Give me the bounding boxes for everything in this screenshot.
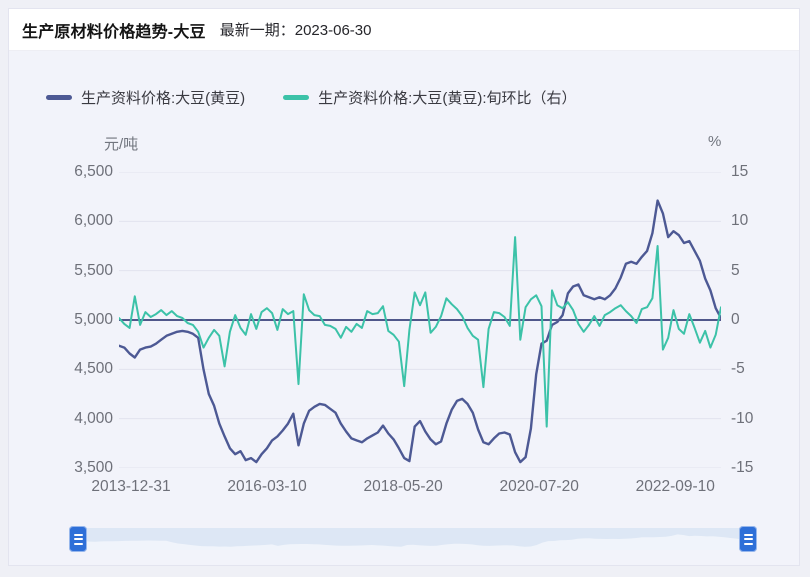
x-axis-tick-label: 2020-07-20 bbox=[499, 478, 579, 495]
legend-item-price[interactable]: 生产资料价格:大豆(黄豆) bbox=[46, 87, 245, 108]
price-line-swatch bbox=[46, 95, 72, 100]
axis-tick-label: 15 bbox=[731, 163, 749, 180]
grip-lines-icon bbox=[73, 533, 83, 536]
plot-area[interactable] bbox=[117, 171, 723, 469]
chart-legend: 生产资料价格:大豆(黄豆) 生产资料价格:大豆(黄豆):旬环比（右） bbox=[46, 87, 577, 108]
x-axis-tick-label: 2022-09-10 bbox=[635, 478, 715, 495]
latest-period-date: 2023-06-30 bbox=[294, 22, 372, 39]
right-axis-unit: % bbox=[708, 133, 722, 150]
datazoom-slider bbox=[69, 526, 757, 552]
grip-lines-icon bbox=[73, 542, 83, 545]
chart-card: 生产原材料价格趋势-大豆 最新一期：2023-06-30 生产资料价格:大豆(黄… bbox=[8, 8, 800, 566]
left-axis-unit: 元/吨 bbox=[104, 136, 139, 153]
latest-period-label: 最新一期： bbox=[219, 22, 295, 39]
card-header: 生产原材料价格趋势-大豆 最新一期：2023-06-30 bbox=[9, 9, 799, 51]
axis-tick-label: 4,000 bbox=[74, 409, 113, 427]
axis-tick-label: 0 bbox=[731, 311, 740, 328]
grip-lines-icon bbox=[743, 542, 753, 545]
axis-tick-label: -10 bbox=[731, 409, 754, 427]
axis-tick-label: 10 bbox=[731, 212, 749, 230]
page-title: 生产原材料价格趋势-大豆 bbox=[22, 23, 206, 41]
axis-tick-label: 4,500 bbox=[74, 360, 113, 378]
legend-item-pct[interactable]: 生产资料价格:大豆(黄豆):旬环比（右） bbox=[283, 87, 577, 108]
legend-label-pct: 生产资料价格:大豆(黄豆):旬环比（右） bbox=[318, 90, 577, 107]
axis-tick-label: 5 bbox=[731, 261, 740, 279]
right-axis-ticks: 15 10 5 0 -5 -10 -15 bbox=[731, 163, 801, 476]
axis-tick-label: 3,500 bbox=[74, 459, 113, 476]
datazoom-right-handle[interactable] bbox=[739, 526, 757, 552]
axis-tick-label: 5,500 bbox=[74, 261, 113, 279]
grip-lines-icon bbox=[743, 538, 753, 540]
axis-tick-label: -15 bbox=[731, 459, 754, 476]
axis-tick-label: 6,500 bbox=[74, 163, 113, 180]
datazoom-preview bbox=[78, 534, 748, 550]
axis-tick-label: 5,000 bbox=[74, 311, 113, 328]
datazoom-track[interactable] bbox=[78, 528, 748, 550]
left-axis-ticks: 6,500 6,000 5,500 5,000 4,500 4,000 3,500 bbox=[43, 163, 113, 476]
legend-label-price: 生产资料价格:大豆(黄豆) bbox=[81, 90, 246, 107]
latest-period: 最新一期：2023-06-30 bbox=[220, 19, 372, 40]
pct-line-swatch bbox=[283, 95, 310, 100]
datazoom-left-handle[interactable] bbox=[69, 526, 87, 552]
grip-lines-icon bbox=[73, 538, 83, 540]
axis-tick-label: -5 bbox=[731, 360, 745, 378]
x-axis-tick-label: 2016-03-10 bbox=[227, 478, 307, 495]
line-chart bbox=[117, 171, 723, 469]
x-axis-tick-label: 2018-05-20 bbox=[363, 478, 443, 495]
x-axis-ticks: 2013-12-31 2016-03-10 2018-05-20 2020-07-20… bbox=[91, 478, 721, 498]
axis-tick-label: 6,000 bbox=[74, 212, 113, 230]
x-axis-tick-label: 2013-12-31 bbox=[91, 478, 171, 495]
grip-lines-icon bbox=[743, 533, 753, 536]
